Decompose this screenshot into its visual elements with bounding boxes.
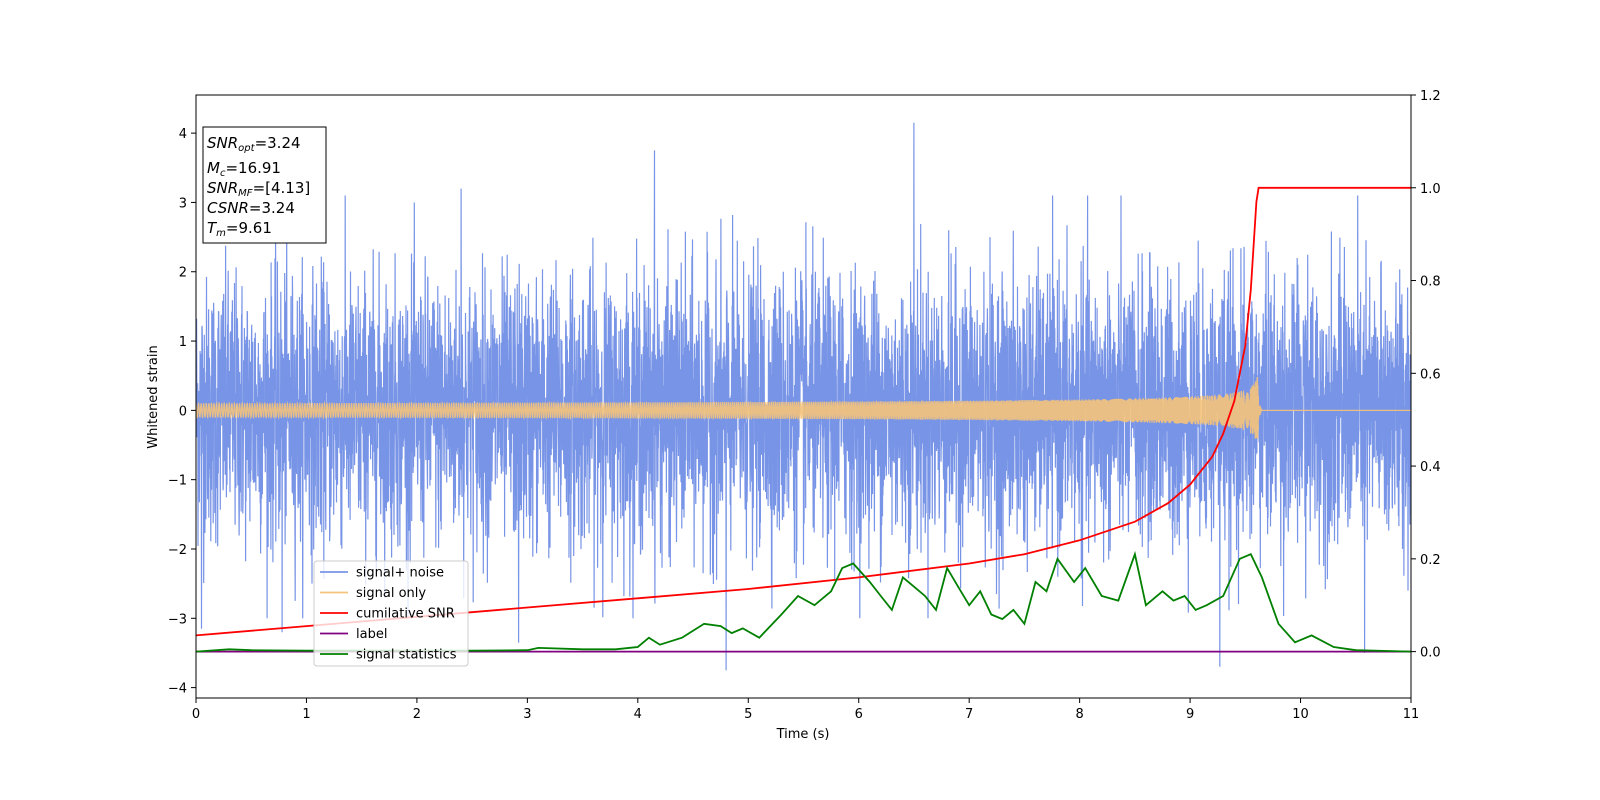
y2-tick-label: 0.8 [1420,275,1441,290]
y2-axis: 0.0 0.2 0.4 0.6 0.8 1.0 1.2 [1411,89,1441,661]
y-tick-label: 3 [179,196,187,211]
x-tick-label: 4 [634,707,642,722]
y2-tick-label: 1.0 [1420,182,1441,197]
x-tick-label: 6 [855,707,863,722]
y-tick-label: −4 [168,682,187,697]
x-tick-label: 10 [1292,707,1309,722]
x-tick-label: 5 [744,707,752,722]
legend-label: signal statistics [356,648,457,663]
y-tick-label: 1 [179,335,187,350]
x-tick-label: 11 [1403,707,1420,722]
y-tick-label: 0 [179,404,187,419]
y-axis-title: Whitened strain [146,345,161,448]
x-tick-label: 9 [1186,707,1194,722]
y-tick-label: 4 [179,127,187,142]
x-axis-title: Time (s) [776,727,830,742]
y-axis: −4 −3 −2 −1 0 1 2 3 4 [168,127,196,697]
csnr-text: CSNR=3.24 [207,199,295,217]
y-tick-label: −1 [168,474,187,489]
series-signal-noise [196,122,1411,671]
info-box: SNRopt=3.24 Mc=16.91 SNRMF=[4.13] CSNR=3… [202,126,327,244]
x-tick-label: 3 [523,707,531,722]
y2-tick-label: 0.2 [1420,553,1441,568]
y2-tick-label: 0.4 [1420,460,1441,475]
x-tick-label: 0 [192,707,200,722]
y2-tick-label: 0.6 [1420,367,1441,382]
y-tick-label: 2 [179,266,187,281]
x-tick-label: 8 [1075,707,1083,722]
legend-label: cumilative SNR [356,607,455,622]
series-signal-only [196,376,1411,439]
snr-opt-text: SNRopt=3.24 [207,134,301,154]
y-tick-label: −3 [168,612,187,627]
snr-mf-text: SNRMF=[4.13] [207,179,310,199]
x-tick-label: 2 [413,707,421,722]
series-signal-statistics [196,550,1411,653]
legend-label: signal+ noise [356,566,444,581]
legend-label: label [356,627,387,642]
legend: signal+ noise signal only cumilative SNR la… [313,560,469,667]
plot-frame [195,94,1412,699]
x-tick-label: 7 [965,707,973,722]
y2-tick-label: 0.0 [1420,646,1441,661]
y-tick-label: −2 [168,543,187,558]
x-tick-label: 1 [302,707,310,722]
chirp-mass-text: Mc=16.91 [207,159,281,179]
legend-label: signal only [356,586,426,601]
x-axis: 0 1 2 3 4 5 6 7 8 9 10 11 [192,698,1419,722]
series-cumilative-snr [196,186,1411,637]
y2-tick-label: 1.2 [1420,89,1441,104]
merger-time-text: Tm=9.61 [207,219,272,239]
